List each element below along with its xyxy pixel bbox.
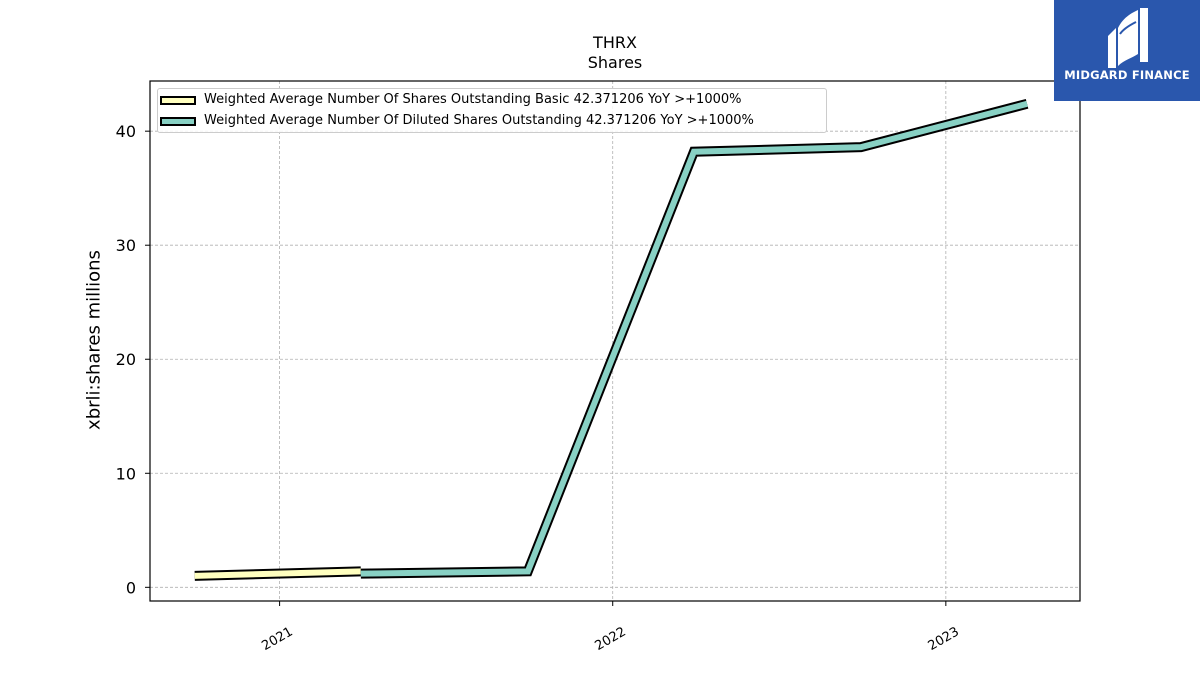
x-tick-label: 2022 xyxy=(593,624,629,654)
chart-subtitle: Shares xyxy=(587,53,643,72)
y-tick-label: 20 xyxy=(116,350,136,369)
series-line-1 xyxy=(360,100,1028,577)
chart-title: THRX xyxy=(593,33,637,52)
brand-logo: MIDGARD FINANCE xyxy=(1054,0,1200,101)
legend-label-diluted: Weighted Average Number Of Diluted Share… xyxy=(204,113,754,128)
legend-swatch-diluted xyxy=(160,117,196,126)
y-tick-label: 10 xyxy=(116,464,136,483)
logo-text: MIDGARD FINANCE xyxy=(1064,68,1190,82)
legend-swatch-basic xyxy=(160,96,196,105)
x-tick-label: 2023 xyxy=(926,624,962,654)
series-lines xyxy=(194,98,1029,581)
series-outline-1 xyxy=(360,98,1029,579)
y-tick-label: 40 xyxy=(116,122,136,141)
legend: Weighted Average Number Of Shares Outsta… xyxy=(157,88,827,133)
y-tick-label: 0 xyxy=(126,578,136,597)
legend-label-basic: Weighted Average Number Of Shares Outsta… xyxy=(204,92,742,107)
x-tick-label: 2021 xyxy=(259,624,295,654)
plot-frame xyxy=(149,80,1081,602)
series-line-0 xyxy=(194,568,361,579)
y-tick-label: 30 xyxy=(116,236,136,255)
y-axis-label: xbrli:shares millions xyxy=(83,250,105,430)
logo-mark-icon xyxy=(1108,8,1148,68)
